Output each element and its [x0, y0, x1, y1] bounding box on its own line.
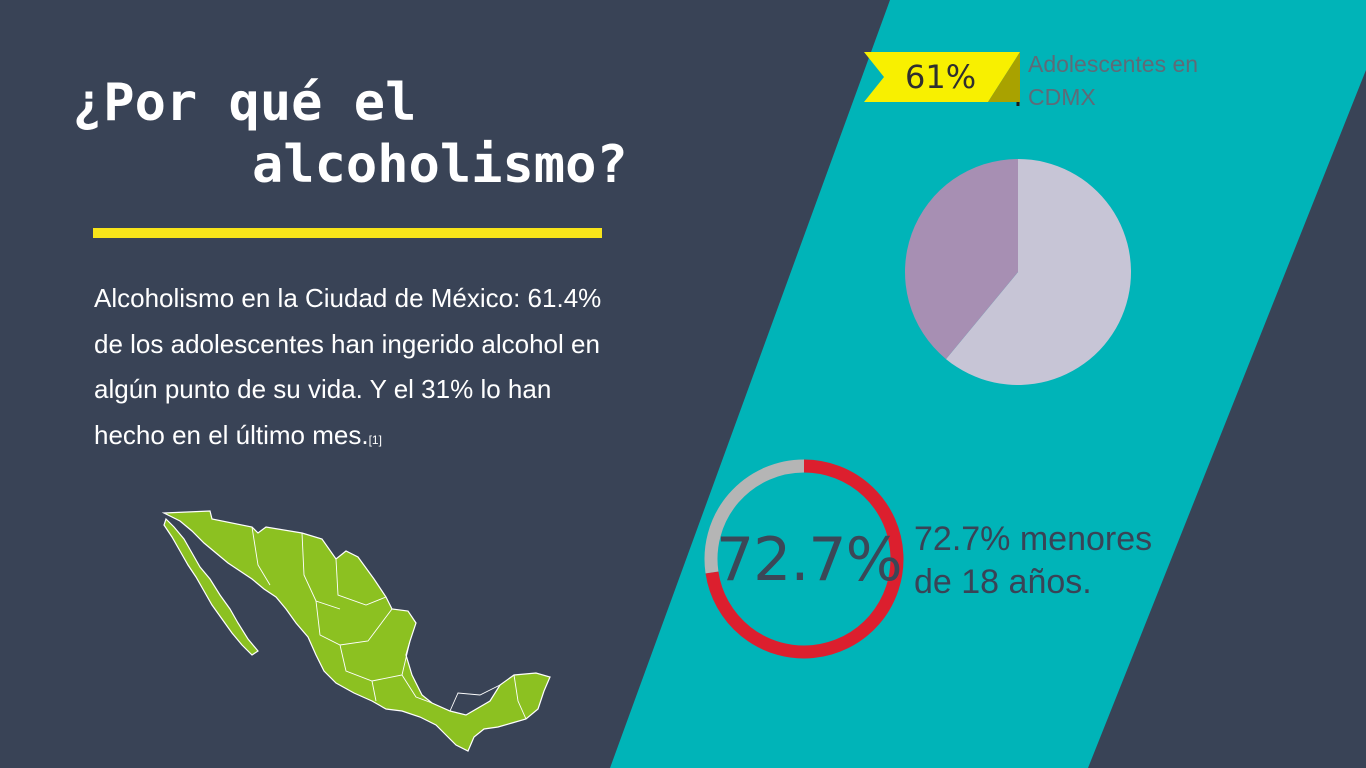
- donut-segment-0: [705, 459, 904, 659]
- mexico-map-icon: [161, 510, 551, 752]
- callout-flag: [864, 52, 1020, 106]
- donut-center-value: 72.7%: [716, 525, 903, 595]
- donut-chart: [704, 459, 904, 659]
- title-line-1: ¿Por qué el: [72, 73, 417, 133]
- body-paragraph: Alcoholismo en la Ciudad de México: 61.4…: [94, 276, 614, 463]
- page-title: ¿Por qué el alcoholismo?: [72, 72, 628, 196]
- title-line-2: alcoholismo?: [252, 135, 628, 195]
- donut-segment-1: [704, 459, 805, 574]
- donut-description: 72.7% menores de 18 años.: [914, 520, 1153, 601]
- pie-slice-0: [945, 159, 1131, 385]
- mexico-map-state-lines: [251, 526, 527, 720]
- callout-pointer: [1016, 101, 1020, 106]
- teal-band-shape: [610, 0, 1366, 768]
- pie-chart: [905, 159, 1131, 385]
- pie-callout-label: Adolescentes en CDMX: [1028, 51, 1199, 110]
- footnote-ref: [1]: [368, 432, 382, 447]
- callout-flag-fold: [988, 52, 1020, 102]
- mexico-map-baja: [163, 517, 259, 656]
- pie-slice-1: [905, 159, 1018, 360]
- mexico-map-mainland: [161, 510, 551, 752]
- body-text: Alcoholismo en la Ciudad de México: 61.4…: [94, 283, 602, 450]
- pie-callout-value: 61%: [905, 58, 977, 96]
- callout-flag-shape: [864, 52, 1020, 102]
- title-underline: [93, 228, 602, 238]
